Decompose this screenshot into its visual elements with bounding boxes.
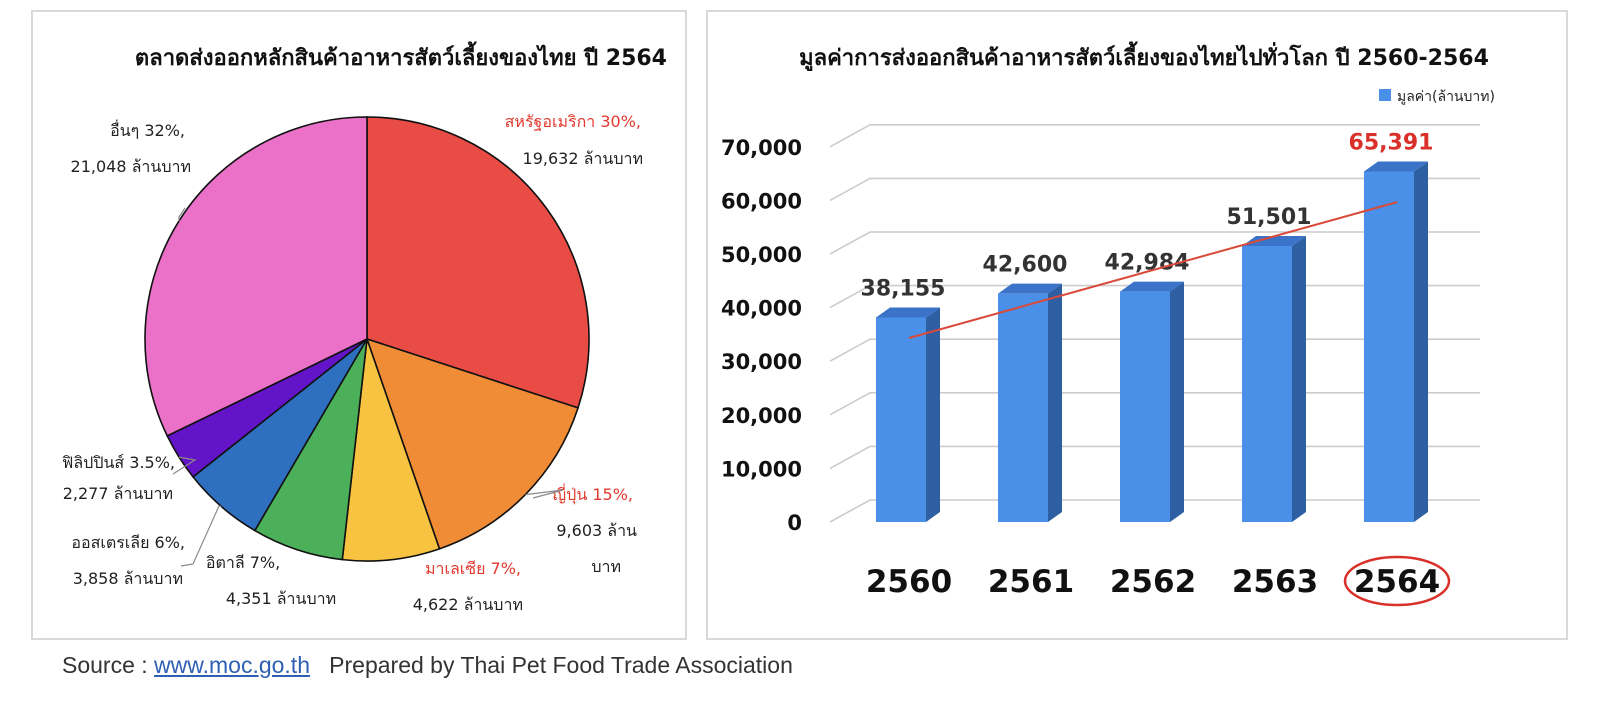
gridline bbox=[829, 177, 1480, 202]
pie-slice-value-label: 4,622 ล้านบาท bbox=[413, 595, 523, 614]
y-tick-label: 30,000 bbox=[721, 350, 802, 374]
bar-chart-title: มูลค่าการส่งออกสินค้าอาหารสัตว์เลี้ยงของ… bbox=[799, 41, 1489, 72]
prepared-by-text: Prepared by Thai Pet Food Trade Associat… bbox=[329, 652, 793, 678]
y-tick-label: 20,000 bbox=[721, 404, 802, 428]
bar-top bbox=[1364, 161, 1428, 172]
pie-slice-label: ฟิลิปปินส์ 3.5%, bbox=[62, 453, 175, 472]
y-tick-label: 70,000 bbox=[721, 136, 802, 160]
x-tick-label: 2563 bbox=[1232, 564, 1318, 600]
legend-label: มูลค่า(ล้านบาท) bbox=[1397, 89, 1495, 105]
source-footer: Source : www.moc.go.th Prepared by Thai … bbox=[62, 652, 793, 679]
pie-chart-title: ตลาดส่งออกหลักสินค้าอาหารสัตว์เลี้ยงของไ… bbox=[135, 41, 667, 71]
y-tick-label: 10,000 bbox=[721, 457, 802, 481]
y-tick-label: 50,000 bbox=[721, 243, 802, 267]
bar bbox=[876, 317, 926, 522]
bar-chart: มูลค่าการส่งออกสินค้าอาหารสัตว์เลี้ยงของ… bbox=[721, 41, 1495, 607]
bar-top bbox=[1120, 281, 1184, 292]
bar-value-label: 38,155 bbox=[861, 276, 946, 301]
pie-slice bbox=[365, 337, 580, 550]
bar bbox=[998, 293, 1048, 522]
bar bbox=[1364, 171, 1414, 522]
bar-top bbox=[998, 283, 1062, 294]
bar-value-label: 51,501 bbox=[1227, 205, 1312, 230]
pie-slice-label: มาเลเซีย 7%, bbox=[425, 559, 521, 578]
y-tick-label: 60,000 bbox=[721, 189, 802, 213]
y-tick-label: 0 bbox=[787, 511, 802, 535]
pie-slice-value-label: บาท bbox=[591, 557, 621, 576]
legend-swatch bbox=[1379, 89, 1391, 101]
bar-chart-panel: มูลค่าการส่งออกสินค้าอาหารสัตว์เลี้ยงของ… bbox=[706, 10, 1568, 640]
bar-side bbox=[1170, 281, 1184, 522]
bar-top bbox=[876, 307, 940, 318]
bar-value-label: 65,391 bbox=[1349, 131, 1434, 156]
highlight-circle bbox=[1343, 555, 1451, 607]
pie-slice-value-label: 4,351 ล้านบาท bbox=[226, 589, 336, 608]
bar-side bbox=[1292, 235, 1306, 522]
bar bbox=[1120, 291, 1170, 522]
x-tick-label: 2561 bbox=[988, 564, 1074, 600]
pie-leader-line bbox=[525, 489, 564, 499]
pie-slice-label: อิตาลี 7%, bbox=[206, 553, 280, 572]
bar-side bbox=[1414, 161, 1428, 522]
pie-slice-label: ญี่ปุ่น 15%, bbox=[553, 483, 633, 505]
pie-leader-line bbox=[178, 207, 186, 222]
pie-slice-value-label: 21,048 ล้านบาท bbox=[71, 157, 191, 176]
pie-slice bbox=[366, 116, 590, 409]
pie-slice-value-label: 9,603 ล้าน bbox=[556, 521, 637, 540]
pie-slice-value-label: 3,858 ล้านบาท bbox=[73, 569, 183, 588]
x-tick-label: 2560 bbox=[866, 564, 952, 600]
bar-value-label: 42,600 bbox=[983, 253, 1068, 278]
pie-leader-line bbox=[172, 456, 197, 475]
x-tick-label: 2562 bbox=[1110, 564, 1196, 600]
bar-top bbox=[1242, 235, 1306, 246]
bar bbox=[1242, 245, 1292, 522]
bar-side bbox=[1048, 283, 1062, 522]
gridline bbox=[829, 231, 1480, 255]
source-prefix: Source : bbox=[62, 652, 155, 678]
x-tick-label: 2564 bbox=[1354, 564, 1440, 600]
pie-slice-value-label: 2,277 ล้านบาท bbox=[63, 484, 173, 503]
pie-slice-label: ออสเตรเลีย 6%, bbox=[71, 533, 185, 552]
pie-slice-label: อื่นๆ 32%, bbox=[110, 119, 185, 140]
y-tick-label: 40,000 bbox=[721, 297, 802, 321]
trendline bbox=[908, 201, 1398, 339]
gridline bbox=[829, 124, 1480, 148]
bar-side bbox=[926, 307, 940, 522]
pie-leader-line bbox=[180, 505, 222, 567]
pie-slice-label: สหรัฐอเมริกา 30%, bbox=[505, 112, 641, 131]
pie-slice-value-label: 19,632 ล้านบาท bbox=[523, 149, 643, 168]
pie-chart-panel: ตลาดส่งออกหลักสินค้าอาหารสัตว์เลี้ยงของไ… bbox=[31, 10, 687, 640]
pie-chart: ตลาดส่งออกหลักสินค้าอาหารสัตว์เลี้ยงของไ… bbox=[62, 41, 667, 614]
source-link[interactable]: www.moc.go.th bbox=[154, 652, 310, 678]
